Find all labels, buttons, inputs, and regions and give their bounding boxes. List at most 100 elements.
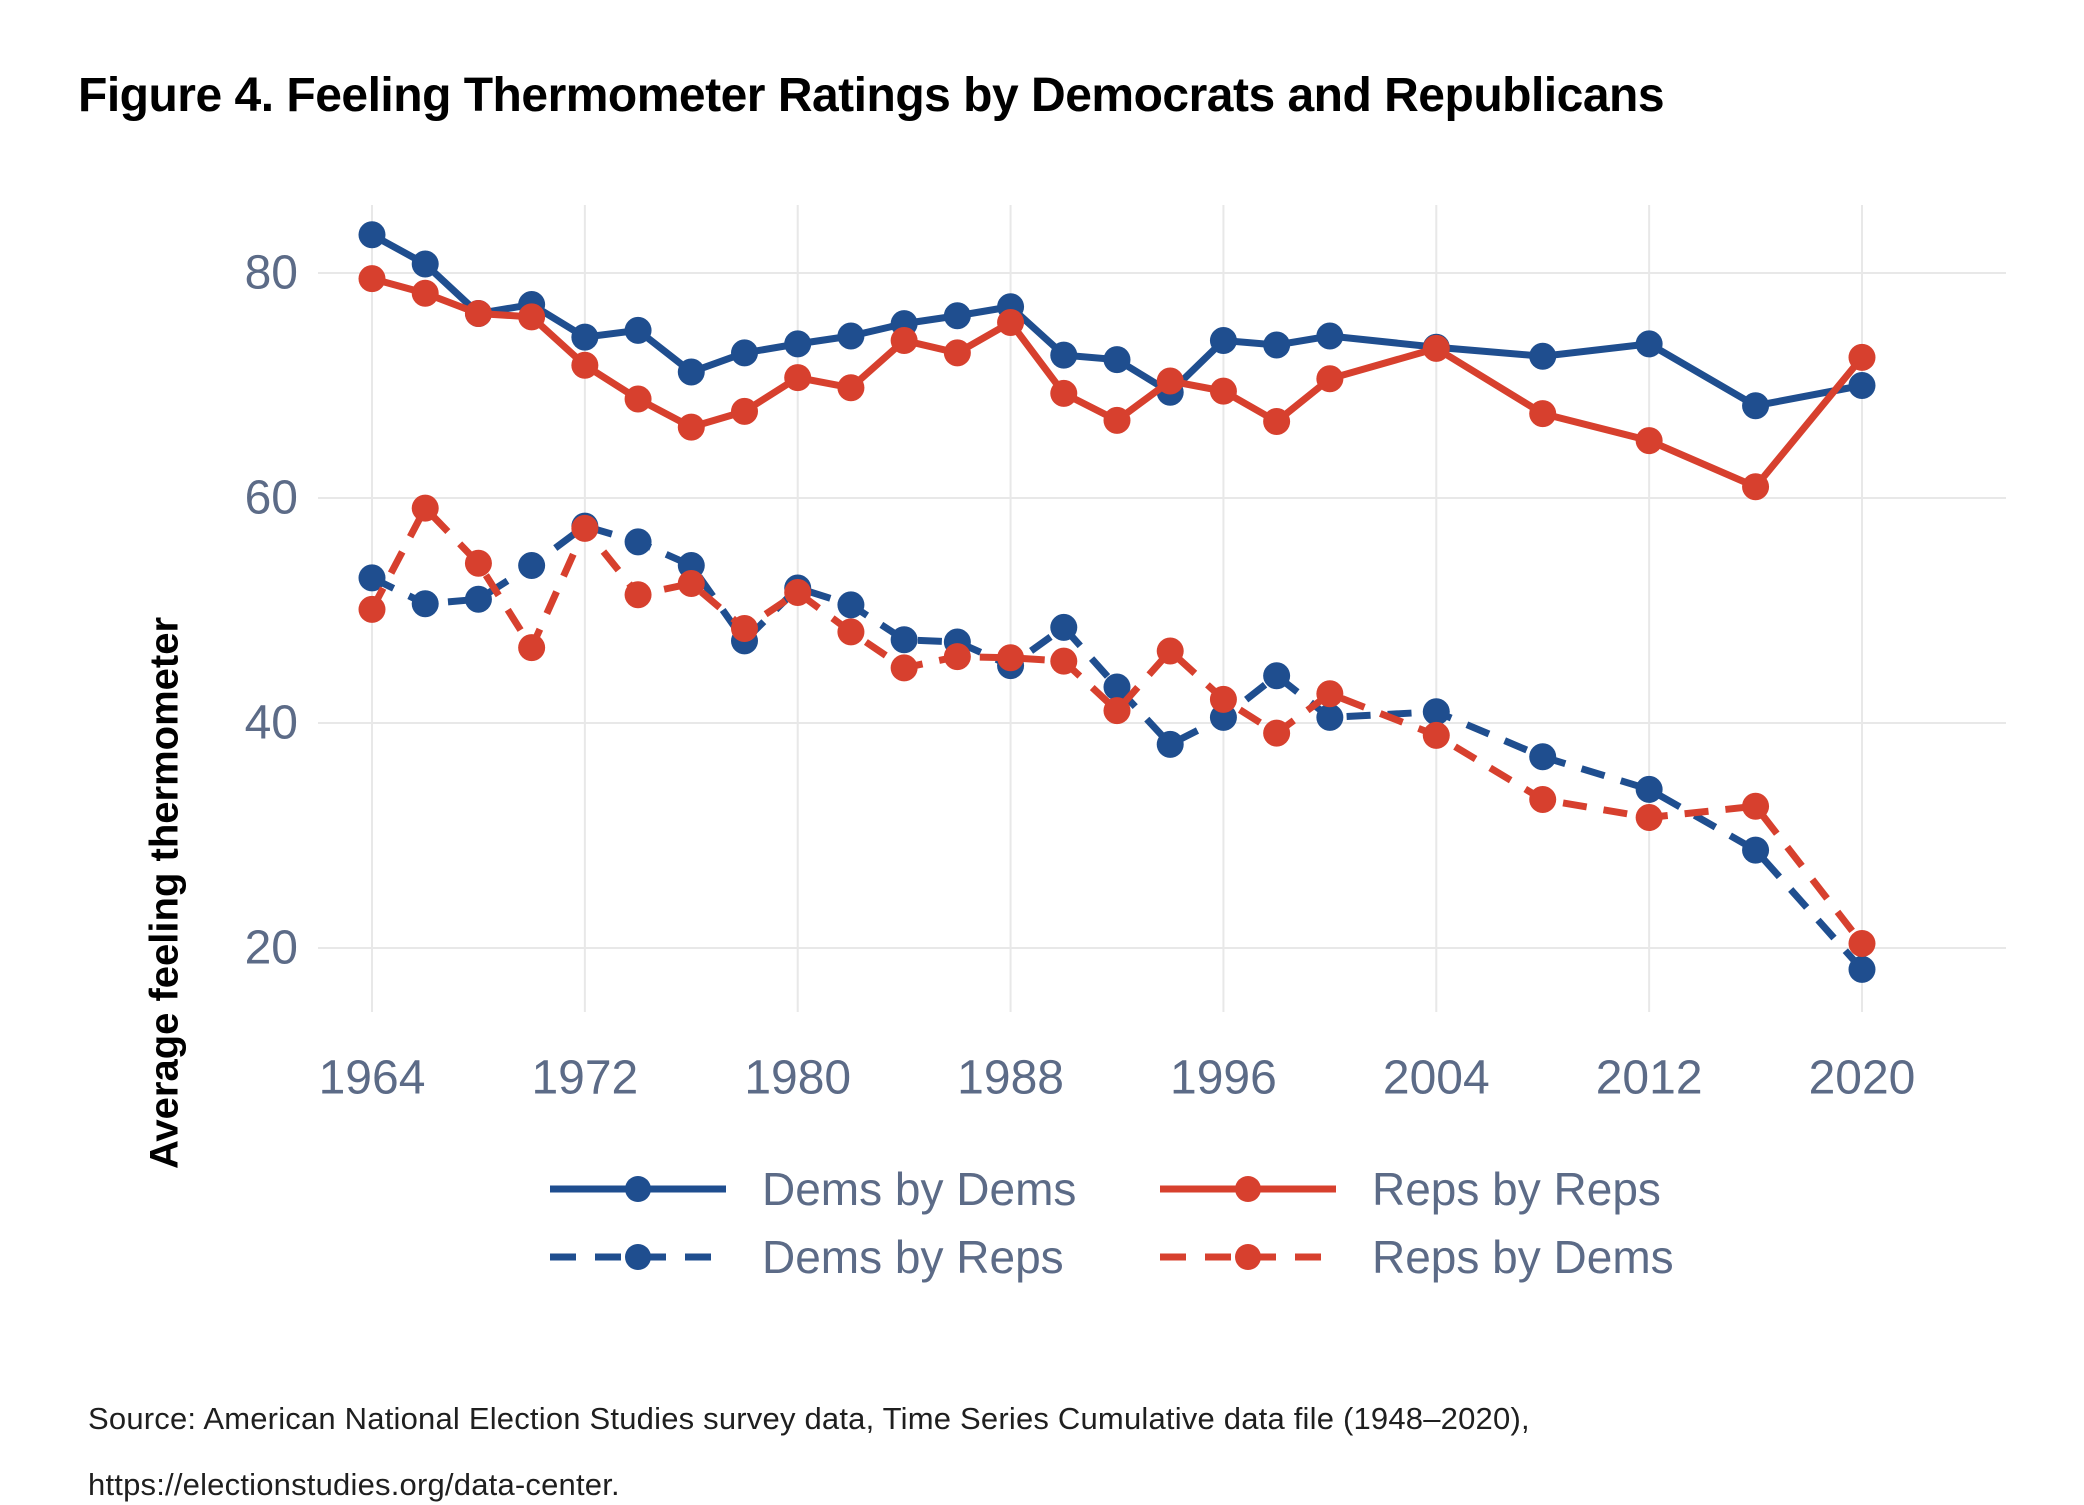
point-dems-by-dems-2016 bbox=[1742, 392, 1770, 420]
point-reps-by-reps-2004 bbox=[1422, 334, 1450, 362]
y-tick-60: 60 bbox=[245, 472, 298, 525]
point-dems-by-dems-2020 bbox=[1848, 372, 1876, 399]
point-reps-by-reps-1976 bbox=[677, 413, 705, 441]
legend-label: Dems by Reps bbox=[762, 1231, 1064, 1283]
point-reps-by-reps-1992 bbox=[1103, 406, 1131, 434]
x-tick-2020: 2020 bbox=[1809, 1052, 1916, 1105]
point-dems-by-reps-1964 bbox=[358, 564, 386, 592]
legend-item-dems-by-dems: Dems by Dems bbox=[548, 1160, 1158, 1218]
point-dems-by-dems-1980 bbox=[784, 330, 812, 358]
axis-tick-labels: 20 40 60 80 1964 1972 1980 1988 1996 2004 2012 2020 bbox=[245, 247, 1916, 1105]
point-dems-by-reps-1974 bbox=[624, 528, 652, 556]
point-reps-by-dems-1964 bbox=[358, 595, 386, 623]
point-reps-by-dems-1990 bbox=[1050, 647, 1078, 675]
x-tick-2004: 2004 bbox=[1383, 1052, 1490, 1105]
point-dems-by-reps-1968 bbox=[464, 585, 492, 613]
point-reps-by-reps-1984 bbox=[890, 327, 918, 354]
point-reps-by-reps-1996 bbox=[1209, 377, 1237, 405]
point-reps-by-dems-1992 bbox=[1103, 697, 1131, 725]
source-line-1: Source: American National Election Studi… bbox=[88, 1401, 1530, 1436]
point-dems-by-reps-1982 bbox=[837, 591, 865, 619]
point-reps-by-dems-1976 bbox=[677, 570, 705, 597]
point-dems-by-reps-1984 bbox=[890, 626, 918, 654]
y-tick-80: 80 bbox=[245, 247, 298, 300]
x-tick-1988: 1988 bbox=[957, 1052, 1064, 1105]
point-dems-by-dems-1976 bbox=[677, 358, 705, 386]
point-dems-by-dems-1990 bbox=[1050, 341, 1078, 369]
point-dems-by-reps-1992 bbox=[1103, 673, 1131, 701]
point-reps-by-dems-1982 bbox=[837, 618, 865, 646]
point-reps-by-dems-2004 bbox=[1422, 721, 1450, 749]
point-dems-by-reps-1994 bbox=[1156, 730, 1184, 758]
point-reps-by-reps-1980 bbox=[784, 364, 812, 392]
y-axis-title: Average feeling thermometer bbox=[142, 616, 187, 1170]
point-dems-by-dems-1974 bbox=[624, 316, 652, 344]
point-dems-by-reps-2016 bbox=[1742, 836, 1770, 864]
chart-legend: Dems by Dems Reps by Reps Dems by Reps R… bbox=[548, 1160, 1728, 1286]
series-line-dems-by-reps bbox=[370, 522, 1865, 972]
point-reps-by-dems-1988 bbox=[997, 644, 1025, 672]
point-reps-by-dems-2016 bbox=[1742, 792, 1770, 820]
point-reps-by-dems-2012 bbox=[1635, 804, 1663, 831]
point-dems-by-dems-2012 bbox=[1635, 330, 1663, 358]
point-reps-by-reps-1964 bbox=[358, 265, 386, 293]
series-dems-by-dems bbox=[358, 221, 1876, 420]
legend-dot bbox=[625, 1176, 651, 1202]
point-reps-by-dems-1968 bbox=[464, 549, 492, 577]
point-dems-by-dems-1996 bbox=[1209, 327, 1237, 354]
point-dems-by-dems-2000 bbox=[1316, 322, 1344, 350]
point-reps-by-reps-1986 bbox=[943, 339, 971, 367]
point-reps-by-dems-1984 bbox=[890, 654, 918, 682]
point-reps-by-reps-1990 bbox=[1050, 379, 1078, 407]
point-reps-by-reps-1966 bbox=[411, 279, 439, 307]
x-tick-1972: 1972 bbox=[531, 1052, 638, 1105]
point-reps-by-dems-1998 bbox=[1263, 719, 1291, 747]
legend-item-reps-by-dems: Reps by Dems bbox=[1158, 1228, 1728, 1286]
point-dems-by-reps-2020 bbox=[1848, 955, 1876, 983]
point-dems-by-reps-1970 bbox=[518, 552, 546, 579]
point-dems-by-reps-2004 bbox=[1422, 698, 1450, 726]
legend-dot bbox=[1235, 1176, 1261, 1202]
legend-dot bbox=[1235, 1244, 1261, 1270]
point-dems-by-dems-1978 bbox=[730, 339, 758, 367]
source-note: Source: American National Election Studi… bbox=[88, 1386, 1530, 1505]
series-dems-by-reps bbox=[358, 512, 1876, 983]
point-reps-by-dems-2020 bbox=[1848, 930, 1876, 957]
point-reps-by-dems-1996 bbox=[1209, 685, 1237, 713]
legend-swatch-solid-red bbox=[1160, 1176, 1336, 1202]
point-dems-by-dems-1982 bbox=[837, 322, 865, 350]
point-reps-by-reps-2012 bbox=[1635, 427, 1663, 455]
point-reps-by-dems-2000 bbox=[1316, 680, 1344, 708]
point-dems-by-reps-1998 bbox=[1263, 662, 1291, 690]
series-line-reps-by-reps bbox=[371, 275, 1865, 492]
point-dems-by-dems-1972 bbox=[571, 323, 599, 351]
point-dems-by-dems-1998 bbox=[1263, 331, 1291, 359]
legend-label: Dems by Dems bbox=[762, 1163, 1077, 1215]
point-reps-by-dems-1974 bbox=[624, 581, 652, 609]
point-dems-by-dems-1992 bbox=[1103, 346, 1131, 374]
point-dems-by-dems-2008 bbox=[1529, 342, 1557, 370]
x-tick-1964: 1964 bbox=[319, 1052, 426, 1105]
point-reps-by-reps-1988 bbox=[997, 309, 1025, 336]
point-dems-by-reps-2008 bbox=[1529, 743, 1557, 771]
legend-swatch-dashed-red bbox=[1160, 1244, 1336, 1270]
point-reps-by-reps-1998 bbox=[1263, 408, 1291, 435]
point-reps-by-reps-2000 bbox=[1316, 365, 1344, 393]
point-reps-by-reps-1978 bbox=[730, 397, 758, 425]
series-line-reps-by-dems bbox=[368, 502, 1865, 946]
point-reps-by-dems-1986 bbox=[943, 643, 971, 671]
point-reps-by-dems-1978 bbox=[730, 615, 758, 642]
point-dems-by-dems-1966 bbox=[411, 250, 439, 278]
legend-label: Reps by Dems bbox=[1372, 1231, 1674, 1283]
point-dems-by-dems-1964 bbox=[358, 221, 386, 249]
legend-swatch-dashed-blue bbox=[550, 1244, 726, 1270]
series-line-dems-by-dems bbox=[370, 231, 1863, 410]
legend-item-dems-by-reps: Dems by Reps bbox=[548, 1228, 1158, 1286]
point-dems-by-reps-1966 bbox=[411, 590, 439, 618]
y-tick-40: 40 bbox=[245, 697, 298, 750]
point-reps-by-reps-1968 bbox=[464, 300, 492, 327]
point-reps-by-dems-1972 bbox=[571, 514, 599, 542]
point-dems-by-reps-2012 bbox=[1635, 775, 1663, 803]
